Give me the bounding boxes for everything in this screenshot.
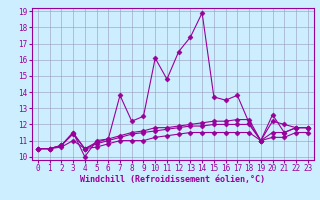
X-axis label: Windchill (Refroidissement éolien,°C): Windchill (Refroidissement éolien,°C) [80, 175, 265, 184]
